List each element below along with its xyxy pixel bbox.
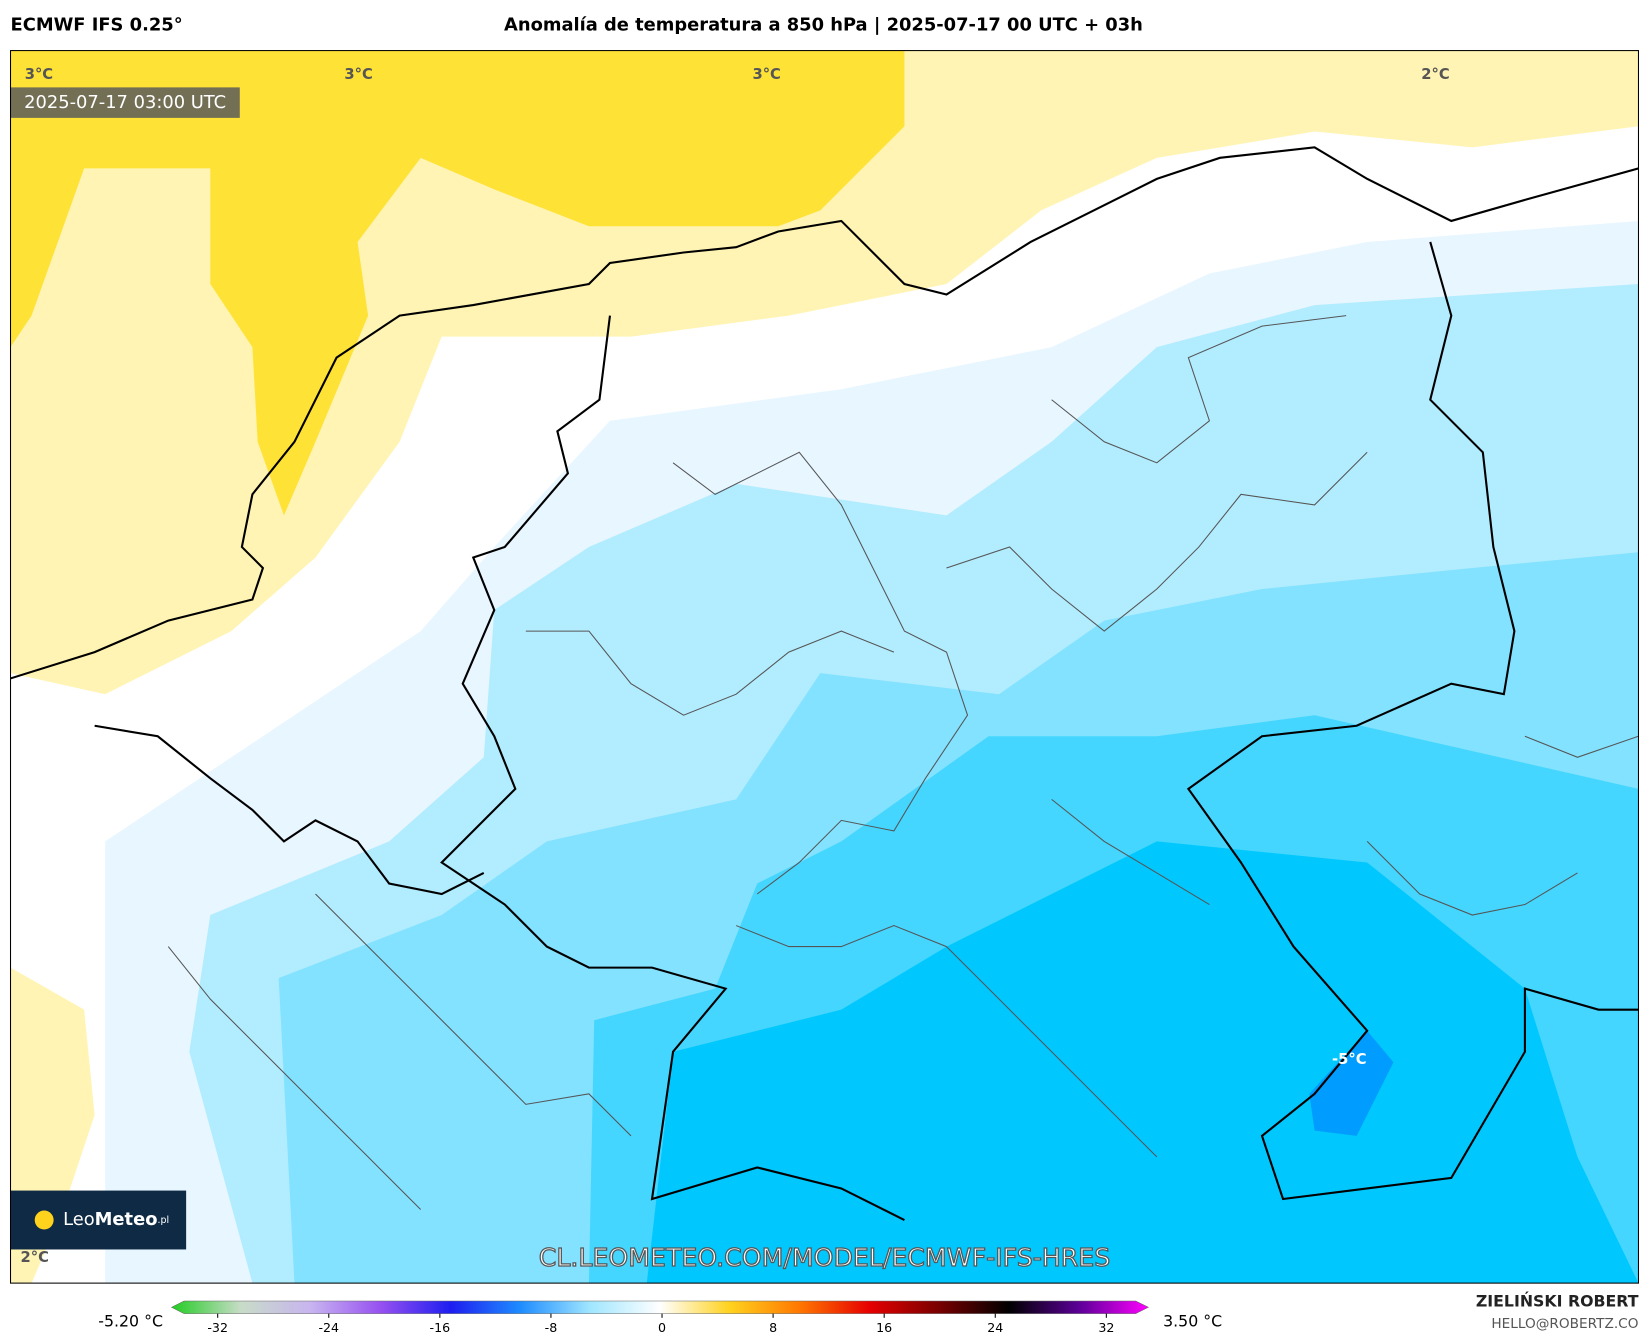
colorbar-max-label: 3.50 °C bbox=[1163, 1312, 1222, 1331]
colorbar-tick-label: -16 bbox=[430, 1320, 451, 1335]
logo-suffix: .pl bbox=[157, 1215, 169, 1226]
colorbar-min-label: -5.20 °C bbox=[98, 1312, 163, 1331]
contour-labels: 3°C 3°C 3°C 2°C 2°C -5°C bbox=[21, 66, 1450, 1266]
contour-label: -5°C bbox=[1332, 1051, 1367, 1068]
logo-sun bbox=[34, 1210, 54, 1230]
colorbar-tick-label: 8 bbox=[769, 1320, 777, 1335]
country-border bbox=[94, 724, 485, 896]
timestamp-box bbox=[10, 87, 240, 118]
logo-text: LeoMeteo.pl bbox=[63, 1209, 169, 1230]
timestamp: 2025-07-17 03:00 UTC bbox=[24, 92, 226, 113]
email: HELLO@ROBERTZ.CO bbox=[1491, 1316, 1638, 1332]
country-border bbox=[1186, 241, 1639, 1201]
model-label: ECMWF IFS 0.25° bbox=[11, 14, 183, 35]
anomaly-field bbox=[10, 50, 905, 516]
colorbar-tick-label: 24 bbox=[987, 1320, 1003, 1335]
colorbar: -32 -24 -16 -8 0 8 16 24 32 bbox=[170, 1300, 1149, 1335]
logo-light: Leo bbox=[63, 1209, 95, 1230]
contour-label: 2°C bbox=[21, 1249, 49, 1266]
coastline bbox=[10, 146, 1639, 680]
colorbar-tick-label: -24 bbox=[318, 1320, 339, 1335]
colorbar-bar bbox=[170, 1300, 1149, 1314]
contour-label: 3°C bbox=[752, 66, 780, 83]
map-title: Anomalía de temperatura a 850 hPa | 2025… bbox=[504, 14, 1143, 35]
colorbar-tick-label: 16 bbox=[876, 1320, 892, 1335]
colorbar-tick-label: 0 bbox=[658, 1320, 666, 1335]
region-border bbox=[167, 315, 1639, 1210]
map-frame bbox=[9, 50, 1640, 1284]
anomaly-field bbox=[1309, 1030, 1394, 1136]
contour-label: 3°C bbox=[25, 66, 53, 83]
country-border bbox=[440, 315, 905, 1221]
colorbar-tick-label: -8 bbox=[545, 1320, 558, 1335]
colorbar-tick-label: 32 bbox=[1098, 1320, 1114, 1335]
watermark: CL.LEOMETEO.COM/MODEL/ECMWF-IFS-HRES bbox=[539, 1243, 1111, 1272]
author: ZIELIŃSKI ROBERT bbox=[1476, 1292, 1639, 1311]
contour-label: 2°C bbox=[1421, 66, 1449, 83]
map: 2025-07-17 03:00 UTC 3°C 3°C 3°C 2°C 2°C -5°C… bbox=[10, 50, 1639, 1284]
anomaly-field bbox=[646, 841, 1639, 1284]
logo-bold: Meteo bbox=[95, 1209, 158, 1230]
colorbar-tick-label: -32 bbox=[207, 1320, 228, 1335]
contour-label: 3°C bbox=[344, 66, 372, 83]
